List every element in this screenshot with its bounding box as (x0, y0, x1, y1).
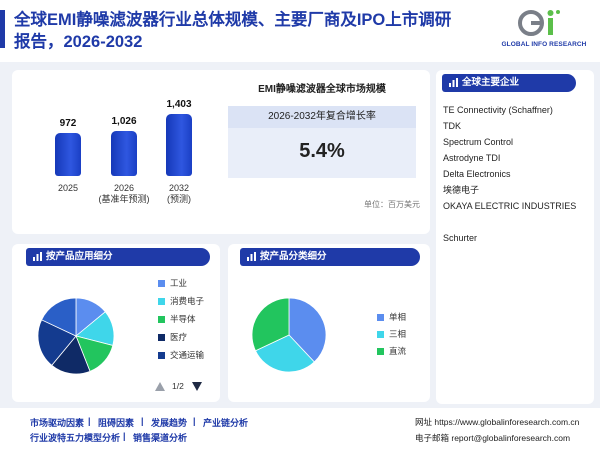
footer-separator: | (193, 416, 196, 426)
company-item: Astrodyne TDI (443, 153, 501, 163)
legend-pager: 1/2 (155, 381, 205, 393)
legend-item: 交通运输 (158, 350, 204, 361)
company-item: TDK (443, 121, 461, 131)
legend-label: 直流 (389, 346, 407, 356)
legend-swatch (377, 348, 384, 355)
bar-category-label: 2025 (33, 183, 103, 194)
chart-icon (247, 252, 256, 261)
page-up-icon[interactable] (155, 382, 165, 391)
cagr-value: 5.4% (299, 140, 345, 162)
footer: 市场驱动因素 | 阻碍因素 | 发展趋势 | 产业链分析 行业波特五力模型分析 | 销售渠道分析 … (0, 408, 600, 466)
legend-label: 交通运输 (170, 350, 205, 360)
application-pie-slice (38, 319, 77, 366)
bar-value-label: 972 (59, 118, 77, 129)
gir-logo-icon (518, 10, 560, 36)
category-year: 2032 (168, 183, 190, 193)
product-type-heading-label: 按产品分类细分 (260, 251, 327, 262)
legend-item: 消费电子 (158, 296, 204, 307)
legend-label: 医疗 (170, 332, 188, 342)
footer-separator: | (141, 416, 144, 426)
companies-heading-label: 全球主要企业 (462, 77, 520, 88)
footer-separator: | (88, 416, 91, 426)
bar-2032 (166, 114, 192, 176)
bar-category-label: 2032 (预测) (144, 183, 214, 205)
application-pie-chart (38, 298, 114, 374)
companies-heading: 全球主要企业 (442, 74, 576, 92)
category-note: (基准年预测) (98, 194, 150, 204)
application-heading-label: 按产品应用细分 (46, 251, 113, 262)
product-type-heading: 按产品分类细分 (240, 248, 420, 266)
report-header: 全球EMI静噪滤波器行业总体规模、主要厂商及IPO上市调研报告，2026-203… (0, 0, 600, 62)
website-text[interactable]: 网址 https://www.globalinforesearch.com.cn (415, 417, 580, 427)
logo-name: GLOBAL INFO RESEARCH (501, 41, 587, 48)
company-item: Spectrum Control (443, 137, 514, 147)
email-text[interactable]: 电子邮箱 report@globalinforesearch.com (415, 433, 571, 443)
legend-label: 单相 (389, 312, 407, 322)
company-item: Delta Electronics (443, 169, 511, 179)
bar-2025 (55, 133, 81, 176)
category-year: 2026 (113, 183, 135, 193)
legend-item: 单相 (377, 312, 406, 323)
footer-link[interactable]: 市场驱动因素 (30, 418, 85, 428)
pager-text: 1/2 (172, 381, 184, 391)
footer-link[interactable]: 发展趋势 (151, 418, 188, 428)
company-item: Schurter (443, 233, 478, 243)
title-accent-bar (0, 10, 5, 48)
legend-item: 直流 (377, 346, 406, 357)
bar-value-label: 1,026 (111, 116, 137, 127)
companies-panel (436, 70, 594, 404)
application-pie-slice (41, 298, 77, 337)
product-type-pie-slice (288, 298, 326, 363)
footer-link[interactable]: 阻碍因素 (98, 418, 135, 428)
page-title: 全球EMI静噪滤波器行业总体规模、主要厂商及IPO上市调研报告，2026-203… (14, 11, 452, 51)
footer-link[interactable]: 行业波特五力模型分析 (30, 433, 121, 443)
cagr-label: 2026-2032年复合增长率 (228, 106, 416, 128)
legend-swatch (158, 316, 165, 323)
product-type-pie-slice (252, 298, 290, 352)
page-down-icon[interactable] (192, 382, 202, 391)
bar-category-label: 2026 (基准年预测) (89, 183, 159, 205)
legend-swatch (377, 331, 384, 338)
legend-label: 工业 (170, 278, 188, 288)
chart-icon (33, 252, 42, 261)
legend-item: 三相 (377, 329, 406, 340)
legend-label: 三相 (389, 329, 407, 339)
category-year: 2025 (57, 183, 79, 193)
legend-label: 半导体 (170, 314, 196, 324)
footer-link[interactable]: 销售渠道分析 (133, 433, 188, 443)
bar-value-label: 1,403 (166, 99, 192, 110)
legend-swatch (158, 280, 165, 287)
company-item: TE Connectivity (Schaffner) (443, 105, 553, 115)
legend-item: 半导体 (158, 314, 196, 325)
company-item: OKAYA ELECTRIC INDUSTRIES (443, 201, 577, 211)
legend-swatch (158, 298, 165, 305)
legend-label: 消费电子 (170, 296, 205, 306)
chart-icon (449, 78, 458, 87)
footer-separator: | (123, 431, 126, 441)
legend-swatch (158, 334, 165, 341)
unit-label: 单位：百万美元 (364, 200, 420, 209)
product-type-pie-chart (252, 298, 326, 372)
company-logo: GLOBAL INFO RESEARCH (488, 8, 598, 52)
market-size-title: EMI静噪滤波器全球市场规模 (258, 84, 386, 95)
legend-swatch (158, 352, 165, 359)
company-item: 埃德电子 (443, 185, 480, 195)
footer-link[interactable]: 产业链分析 (203, 418, 249, 428)
legend-swatch (377, 314, 384, 321)
legend-item: 医疗 (158, 332, 187, 343)
legend-item: 工业 (158, 278, 187, 289)
category-note: (预测) (167, 194, 191, 204)
application-heading: 按产品应用细分 (26, 248, 210, 266)
bar-2026 (111, 131, 137, 176)
